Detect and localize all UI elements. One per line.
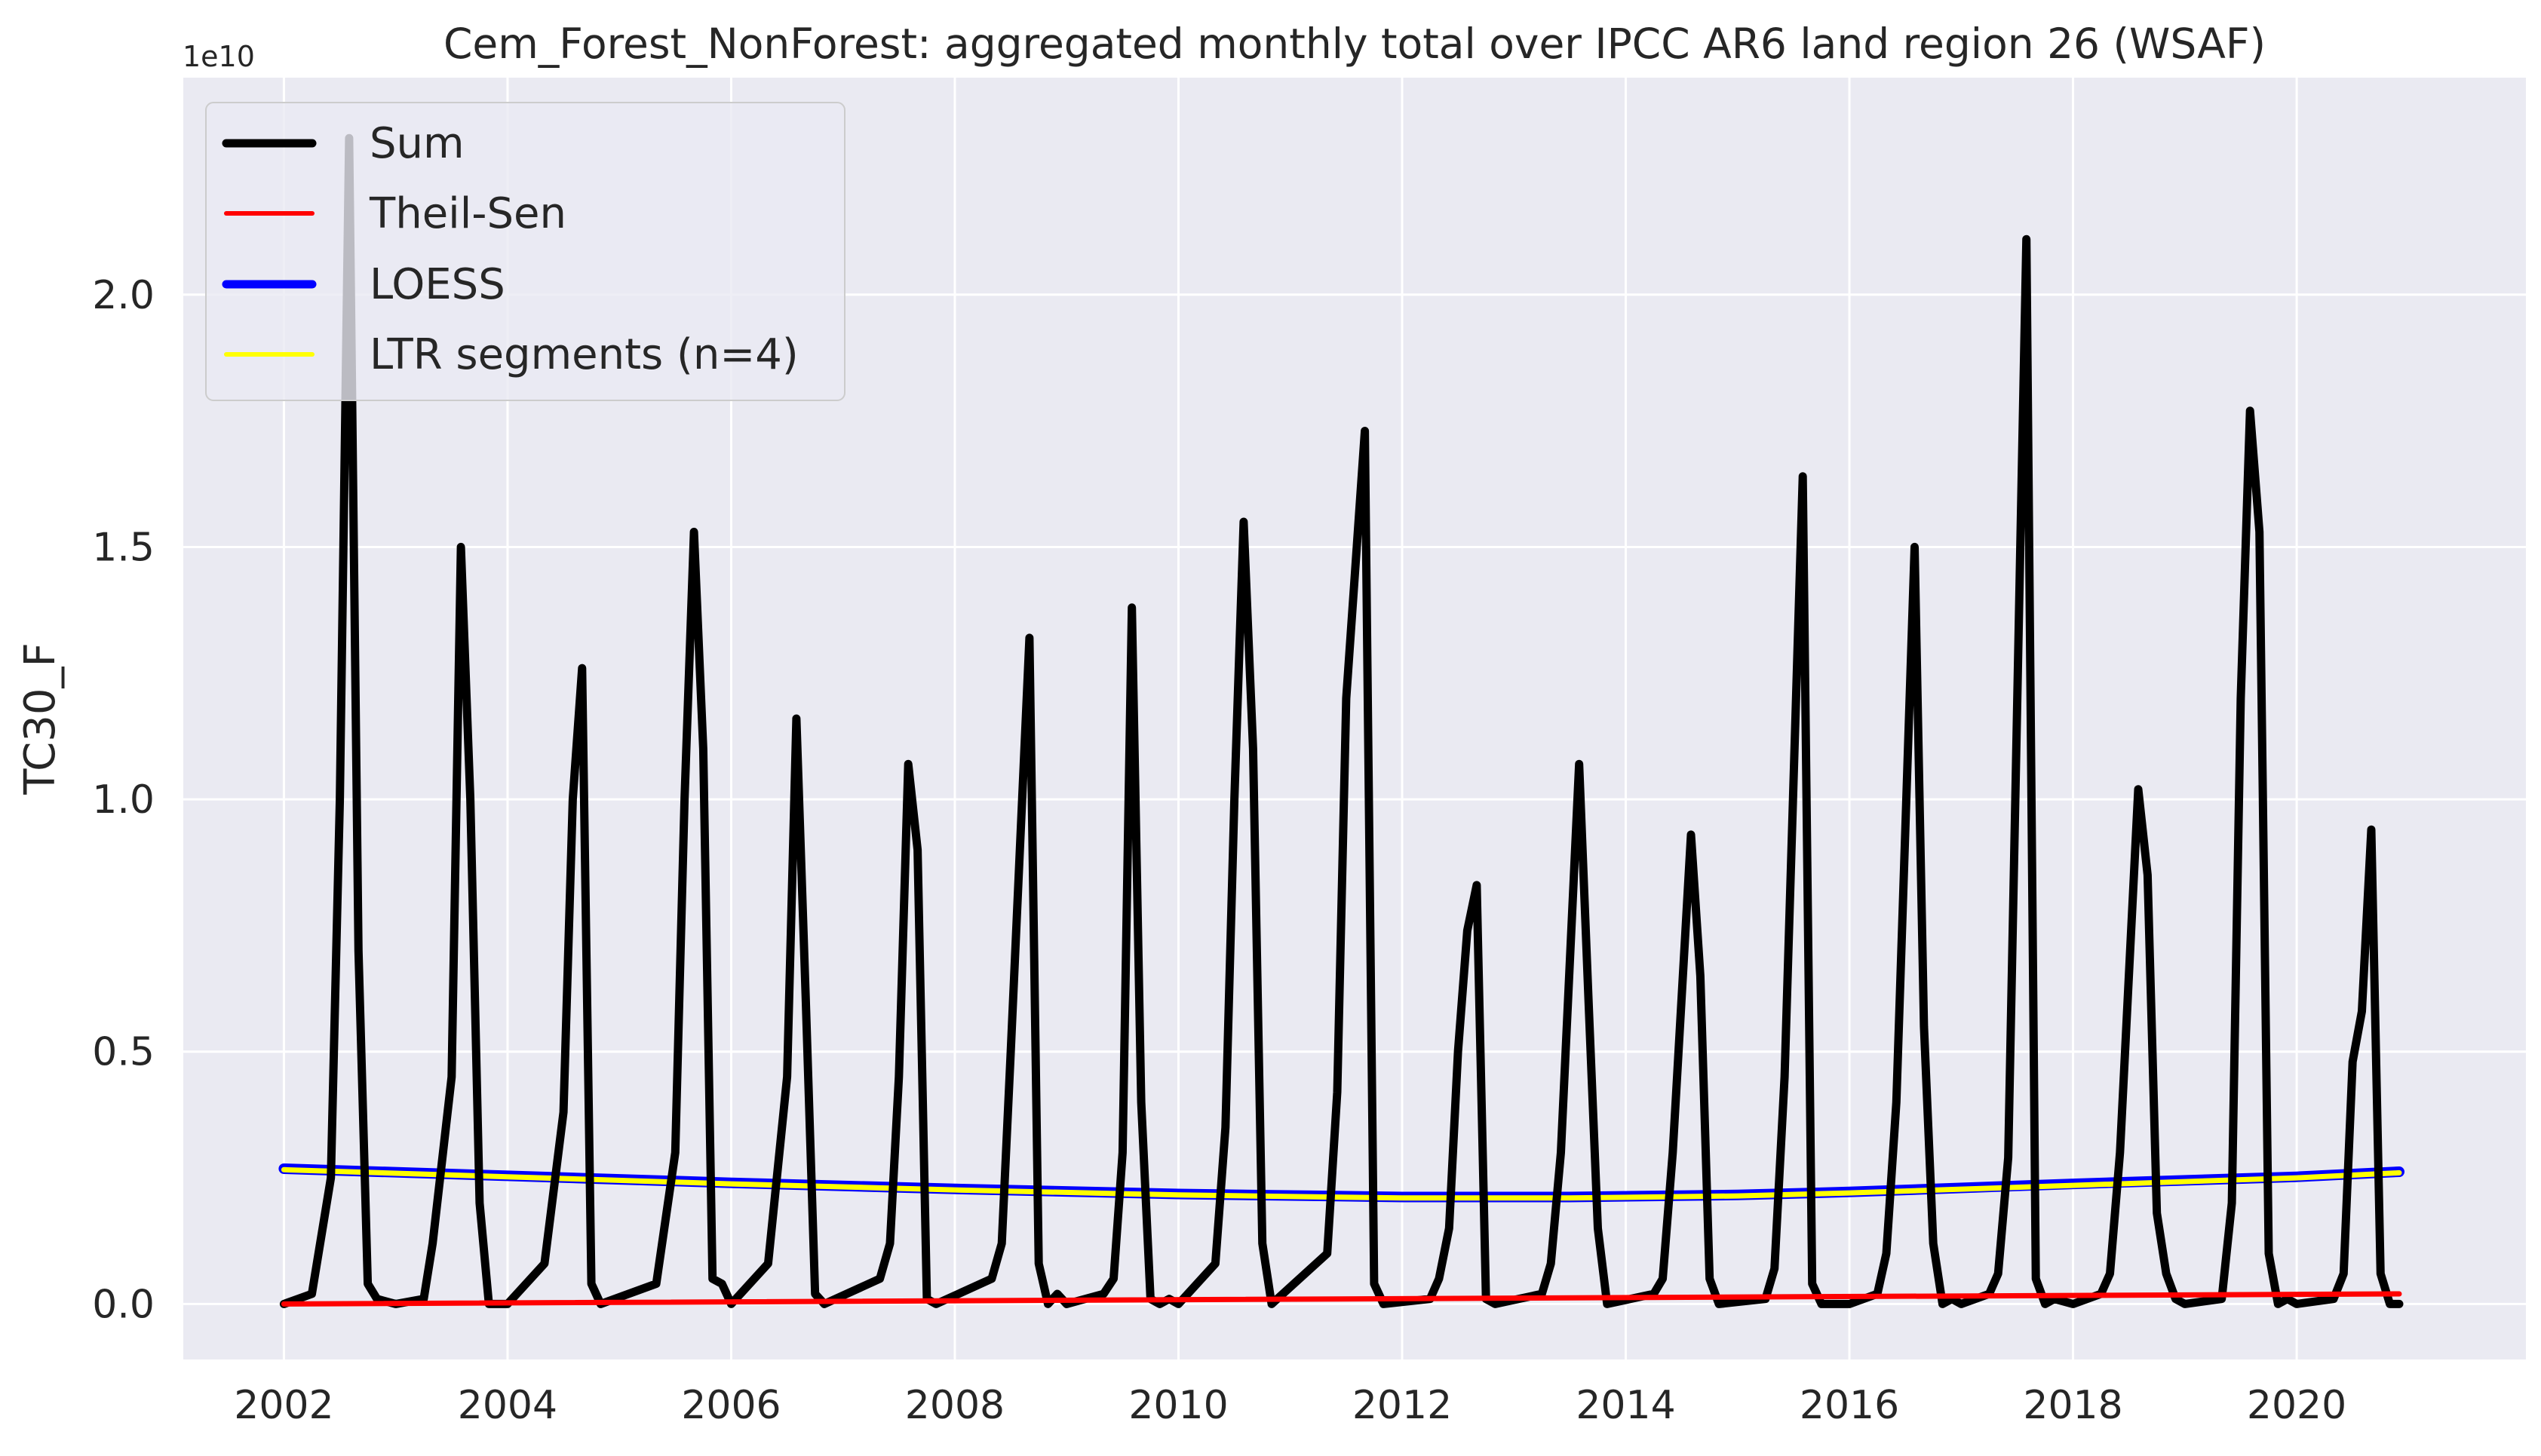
- x-tick-label: 2012: [1352, 1383, 1452, 1428]
- y-axis-label: TC30_F: [16, 642, 65, 795]
- y-tick-label: 1.5: [92, 525, 155, 570]
- x-tick-label: 2020: [2247, 1383, 2346, 1428]
- y-offset-label: 1e10: [183, 40, 255, 73]
- legend: Sum Theil-Sen LOESS LTR segments (n=4): [205, 102, 845, 401]
- y-tick-label: 0.0: [92, 1282, 155, 1327]
- legend-label-sum: Sum: [370, 119, 465, 168]
- x-tick-label: 2006: [681, 1383, 781, 1428]
- x-tick-label: 2018: [2023, 1383, 2122, 1428]
- legend-label-ltr: LTR segments (n=4): [370, 330, 799, 379]
- series-sum-line: [279, 133, 2404, 1308]
- y-tick-label: 1.0: [92, 777, 155, 823]
- legend-label-theil-sen: Theil-Sen: [369, 189, 566, 238]
- x-tick-label: 2010: [1128, 1383, 1228, 1428]
- legend-label-loess: LOESS: [370, 260, 505, 309]
- x-tick-label: 2014: [1576, 1383, 1675, 1428]
- x-tick-label: 2008: [905, 1383, 1005, 1428]
- chart-title: Cem_Forest_NonForest: aggregated monthly…: [443, 20, 2266, 68]
- legend-box: [205, 102, 845, 401]
- x-tick-label: 2016: [1800, 1383, 1899, 1428]
- y-tick-label: 2.0: [92, 273, 155, 318]
- x-tick-label: 2004: [458, 1383, 557, 1428]
- series-theil-sen-line: [281, 1291, 2402, 1307]
- x-tick-label: 2002: [234, 1383, 333, 1428]
- y-tick-label: 0.5: [92, 1030, 155, 1075]
- series-group: [278, 133, 2404, 1308]
- x-axis-ticks: 2002 2004 2006 2008 2010 2012 2014 2016 2018 2020: [234, 1383, 2346, 1428]
- y-axis-ticks: 0.0 0.5 1.0 1.5 2.0: [92, 273, 155, 1328]
